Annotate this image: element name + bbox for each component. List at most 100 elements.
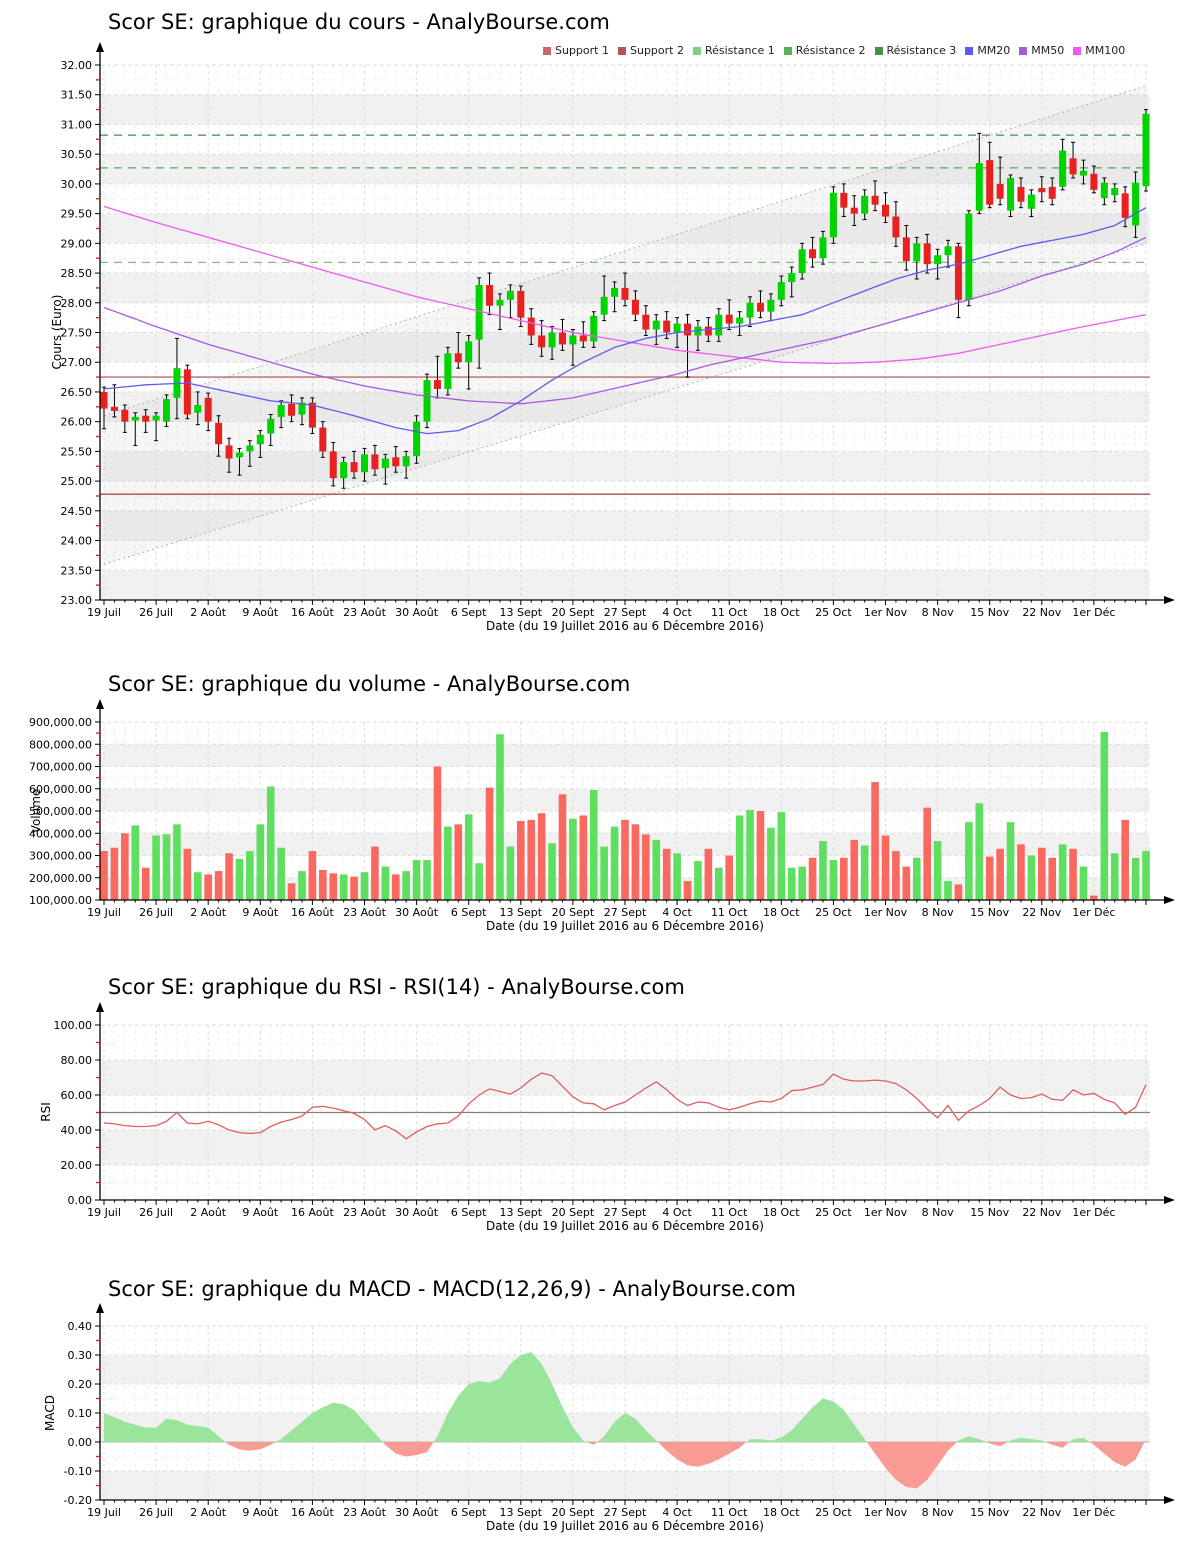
rsi-line — [103, 1072, 1147, 1140]
svg-text:4 Oct: 4 Oct — [662, 606, 692, 619]
macd-area-positive — [104, 1352, 1146, 1442]
svg-text:1er Nov: 1er Nov — [864, 1206, 908, 1219]
svg-text:26 Juil: 26 Juil — [139, 1506, 173, 1519]
legend-swatch — [783, 46, 792, 55]
macd-chart-title: Scor SE: graphique du MACD - MACD(12,26,… — [108, 1277, 796, 1301]
svg-text:700,000.00: 700,000.00 — [29, 761, 92, 774]
legend-item-résistance-1: Résistance 1 — [692, 44, 775, 57]
svg-text:6 Sept: 6 Sept — [451, 906, 487, 919]
svg-text:25.50: 25.50 — [61, 445, 93, 458]
candles — [100, 109, 1150, 489]
svg-text:31.50: 31.50 — [61, 89, 93, 102]
svg-text:0.20: 0.20 — [68, 1378, 93, 1391]
bar-chart: 900,000.00 800,000.00 700,000.00 600,000.00… — [29, 699, 1175, 919]
svg-text:30.50: 30.50 — [61, 148, 93, 161]
legend-label: Résistance 2 — [795, 44, 866, 57]
legend-swatch — [874, 46, 883, 55]
svg-text:18 Oct: 18 Oct — [763, 606, 800, 619]
svg-text:26 Juil: 26 Juil — [139, 906, 173, 919]
svg-text:20 Sept: 20 Sept — [552, 1506, 595, 1519]
svg-text:8 Nov: 8 Nov — [922, 906, 954, 919]
svg-text:19 Juil: 19 Juil — [87, 1206, 121, 1219]
svg-text:18 Oct: 18 Oct — [763, 906, 800, 919]
svg-text:25.00: 25.00 — [61, 475, 93, 488]
svg-text:19 Juil: 19 Juil — [87, 1506, 121, 1519]
svg-text:2 Août: 2 Août — [190, 1506, 227, 1519]
svg-text:23 Août: 23 Août — [343, 906, 387, 919]
svg-text:26 Juil: 26 Juil — [139, 1206, 173, 1219]
svg-text:28.50: 28.50 — [61, 267, 93, 280]
svg-text:24.00: 24.00 — [61, 535, 93, 548]
volume-bars — [100, 732, 1150, 900]
svg-text:15 Nov: 15 Nov — [970, 906, 1009, 919]
svg-text:16 Août: 16 Août — [291, 606, 335, 619]
volume-x-axis-title: Date (du 19 Juillet 2016 au 6 Décembre 2… — [486, 919, 764, 933]
svg-text:6 Sept: 6 Sept — [451, 1206, 487, 1219]
legend-item-support-1: Support 1 — [543, 44, 609, 57]
svg-text:27 Sept: 27 Sept — [604, 606, 647, 619]
svg-text:100,000.00: 100,000.00 — [29, 894, 92, 907]
svg-text:27 Sept: 27 Sept — [604, 1506, 647, 1519]
legend-swatch — [543, 46, 551, 55]
svg-text:23.50: 23.50 — [61, 564, 93, 577]
svg-text:6 Sept: 6 Sept — [451, 606, 487, 619]
svg-text:500,000.00: 500,000.00 — [29, 805, 92, 818]
svg-text:28.00: 28.00 — [61, 297, 93, 310]
svg-text:32.00: 32.00 — [61, 59, 93, 72]
svg-text:22 Nov: 22 Nov — [1022, 1206, 1061, 1219]
svg-text:1er Déc: 1er Déc — [1072, 1506, 1115, 1519]
svg-text:27 Sept: 27 Sept — [604, 1206, 647, 1219]
legend-label: Support 2 — [629, 44, 684, 57]
svg-text:30 Août: 30 Août — [395, 1206, 439, 1219]
svg-text:20.00: 20.00 — [61, 1159, 93, 1172]
rsi-x-axis-title: Date (du 19 Juillet 2016 au 6 Décembre 2… — [486, 1219, 764, 1233]
svg-text:25 Oct: 25 Oct — [815, 906, 852, 919]
svg-text:400,000.00: 400,000.00 — [29, 827, 92, 840]
legend-swatch — [965, 46, 974, 55]
svg-text:27.50: 27.50 — [61, 327, 93, 340]
svg-text:8 Nov: 8 Nov — [922, 1506, 954, 1519]
svg-text:26 Juil: 26 Juil — [139, 606, 173, 619]
svg-text:15 Nov: 15 Nov — [970, 1206, 1009, 1219]
svg-text:23 Août: 23 Août — [343, 606, 387, 619]
svg-text:0.40: 0.40 — [68, 1320, 93, 1333]
svg-text:20 Sept: 20 Sept — [552, 606, 595, 619]
volume-chart-title: Scor SE: graphique du volume - AnalyBour… — [108, 672, 631, 696]
svg-text:19 Juil: 19 Juil — [87, 906, 121, 919]
svg-text:9 Août: 9 Août — [242, 906, 279, 919]
svg-text:1er Nov: 1er Nov — [864, 1506, 908, 1519]
svg-text:4 Oct: 4 Oct — [662, 906, 692, 919]
svg-text:13 Sept: 13 Sept — [500, 606, 543, 619]
svg-text:25 Oct: 25 Oct — [815, 606, 852, 619]
svg-text:11 Oct: 11 Oct — [711, 906, 748, 919]
svg-text:8 Nov: 8 Nov — [922, 1206, 954, 1219]
svg-text:29.00: 29.00 — [61, 237, 93, 250]
svg-text:1er Déc: 1er Déc — [1072, 1206, 1115, 1219]
svg-text:60.00: 60.00 — [61, 1089, 93, 1102]
svg-text:27 Sept: 27 Sept — [604, 906, 647, 919]
legend-swatch — [1019, 46, 1028, 55]
legend-item-mm50: MM50 — [1019, 44, 1064, 57]
svg-text:4 Oct: 4 Oct — [662, 1506, 692, 1519]
legend-label: Support 1 — [555, 44, 609, 57]
svg-text:2 Août: 2 Août — [190, 1206, 227, 1219]
svg-text:40.00: 40.00 — [61, 1124, 93, 1137]
svg-text:900,000.00: 900,000.00 — [29, 716, 92, 729]
legend-item-mm20: MM20 — [965, 44, 1010, 57]
svg-text:11 Oct: 11 Oct — [711, 606, 748, 619]
svg-text:16 Août: 16 Août — [291, 1206, 335, 1219]
svg-text:23.00: 23.00 — [61, 594, 93, 607]
svg-text:15 Nov: 15 Nov — [970, 606, 1009, 619]
svg-text:1er Déc: 1er Déc — [1072, 906, 1115, 919]
svg-text:0.00: 0.00 — [68, 1436, 93, 1449]
svg-text:0.10: 0.10 — [68, 1407, 93, 1420]
svg-text:24.50: 24.50 — [61, 505, 93, 518]
svg-text:300,000.00: 300,000.00 — [29, 850, 92, 863]
svg-text:18 Oct: 18 Oct — [763, 1506, 800, 1519]
svg-text:100.00: 100.00 — [54, 1019, 93, 1032]
svg-text:20 Sept: 20 Sept — [552, 1206, 595, 1219]
